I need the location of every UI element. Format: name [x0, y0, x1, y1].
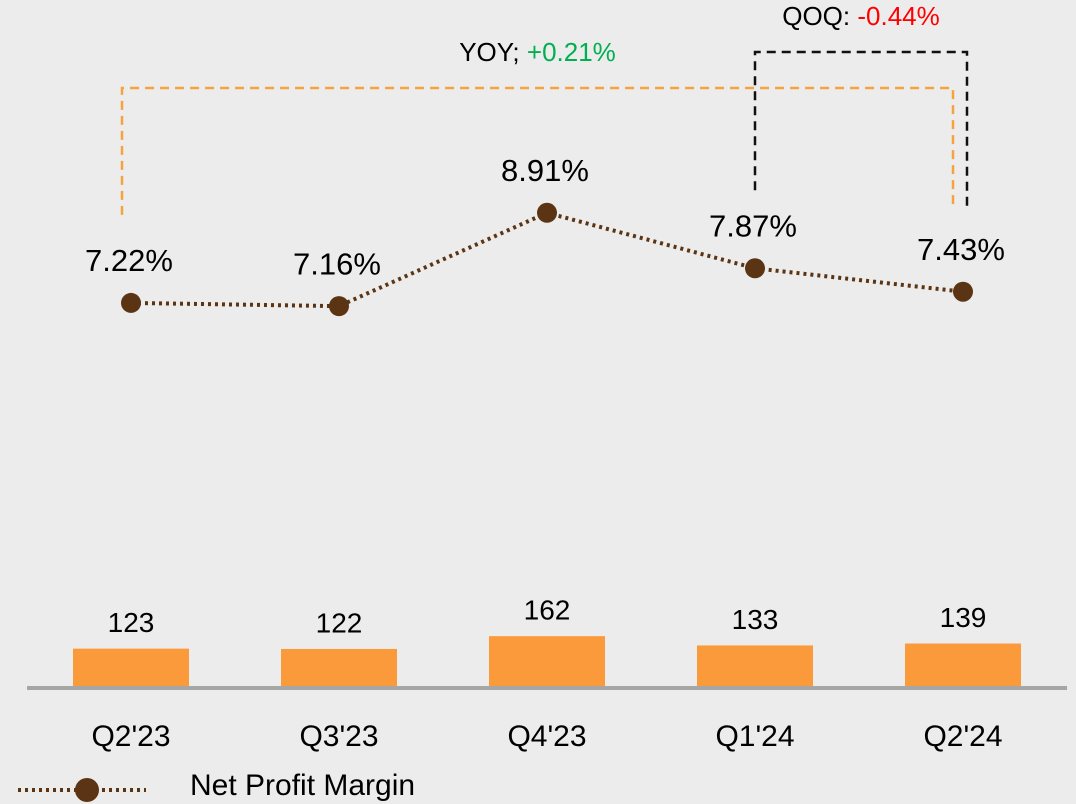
bar-value-label: 133	[732, 604, 779, 635]
bar	[489, 636, 605, 688]
bar-value-label: 122	[316, 607, 363, 638]
x-tick-label: Q2'24	[923, 720, 1002, 753]
line-value-label: 7.16%	[293, 246, 381, 281]
annotation-text: YOY;	[459, 37, 519, 67]
annotation-delta: -0.44%	[857, 1, 939, 31]
line-marker	[953, 281, 973, 302]
bar-value-label: 162	[524, 595, 571, 626]
legend-label: Net Profit Margin	[190, 769, 415, 802]
line-value-label: 7.43%	[917, 232, 1005, 267]
bar	[281, 648, 397, 688]
x-tick-label: Q2'23	[91, 720, 170, 753]
legend-marker	[75, 778, 99, 802]
bar	[905, 643, 1021, 688]
line-value-label: 7.87%	[709, 208, 797, 243]
bar	[73, 648, 189, 688]
annotation-bracket	[753, 50, 969, 210]
bar	[697, 645, 813, 688]
annotation-bracket	[120, 86, 955, 215]
line-marker	[121, 292, 141, 313]
line-value-label: 8.91%	[501, 153, 589, 188]
line-marker	[537, 202, 557, 223]
annotation: QOQ: -0.44%	[782, 1, 940, 31]
annotation-delta: +0.21%	[527, 37, 616, 67]
line-marker	[329, 296, 349, 317]
bar-value-label: 139	[940, 602, 987, 633]
x-tick-label: Q1'24	[715, 720, 794, 753]
x-tick-label: Q3'23	[299, 720, 378, 753]
bar-value-label: 123	[108, 607, 155, 638]
line-marker	[745, 258, 765, 279]
x-tick-label: Q4'23	[507, 720, 586, 753]
annotation: YOY; +0.21%	[459, 37, 616, 67]
annotation-text: QOQ:	[782, 1, 850, 31]
line-value-label: 7.22%	[85, 243, 173, 278]
